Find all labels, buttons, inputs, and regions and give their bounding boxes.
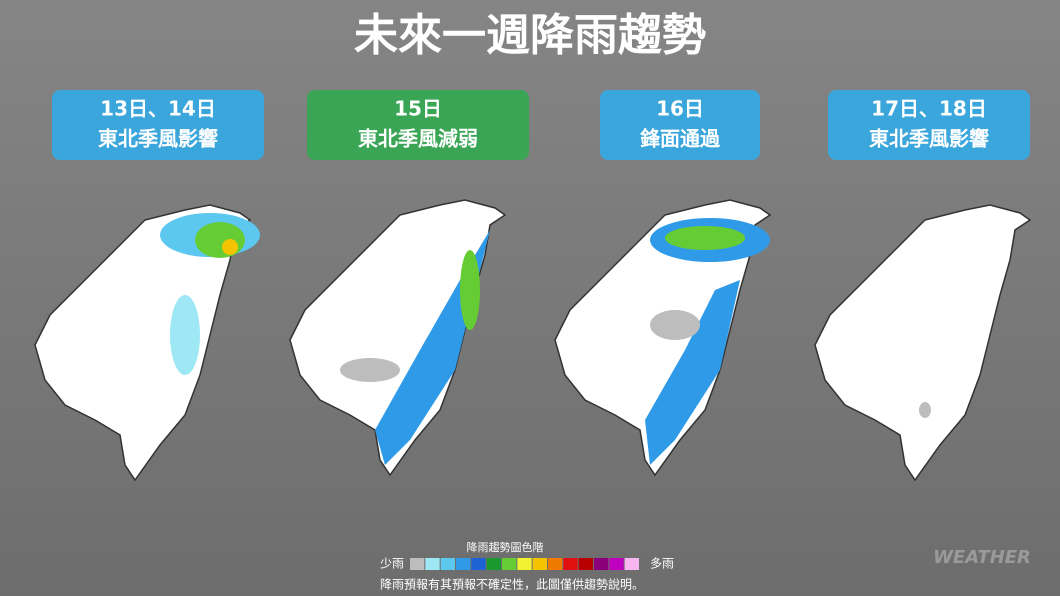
- legend-swatch: [548, 558, 563, 570]
- panel-desc: 東北季風影響: [869, 127, 989, 151]
- legend-low: 少雨: [380, 557, 404, 571]
- panel-desc: 東北季風減弱: [358, 127, 478, 151]
- note: 降雨預報有其預報不確定性，此圖僅供趨勢說明。: [380, 577, 644, 592]
- legend-swatch: [624, 558, 639, 570]
- map-4: [814, 204, 1031, 481]
- map-3: [554, 199, 771, 476]
- legend-swatch: [502, 558, 517, 570]
- legend-swatch: [563, 558, 578, 570]
- legend-swatch: [425, 558, 440, 570]
- legend-swatch: [594, 558, 609, 570]
- panel-label-box: [307, 90, 529, 160]
- legend-swatch: [609, 558, 624, 570]
- panel-label-box: [52, 90, 264, 160]
- map-1: [34, 204, 260, 481]
- legend-swatch: [456, 558, 471, 570]
- legend-swatch: [486, 558, 501, 570]
- legend-high: 多雨: [650, 557, 674, 571]
- legend-swatch: [471, 558, 486, 570]
- panel-desc: 東北季風影響: [98, 127, 218, 151]
- legend-title: 降雨趨勢圖色階: [467, 540, 544, 554]
- legend-swatch: [440, 558, 455, 570]
- panel-date: 17日、18日: [871, 97, 987, 121]
- map-2: [289, 199, 506, 476]
- legend-swatch: [410, 558, 425, 570]
- panel-date: 13日、14日: [100, 97, 216, 121]
- panel-date: 16日: [656, 97, 704, 121]
- title: 未來一週降雨趨勢: [354, 10, 706, 61]
- panel-label-box: [600, 90, 760, 160]
- panel-date: 15日: [394, 97, 442, 121]
- legend-swatch: [532, 558, 547, 570]
- panel-label-box: [828, 90, 1030, 160]
- legend-swatch: [517, 558, 532, 570]
- legend-swatch: [578, 558, 593, 570]
- panel-desc: 鋒面通過: [639, 127, 721, 151]
- watermark: WEATHER: [933, 547, 1031, 568]
